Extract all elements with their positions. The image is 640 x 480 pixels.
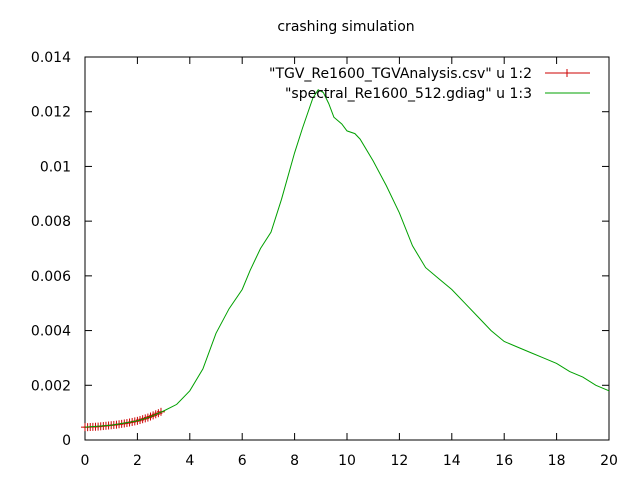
series-group [81, 89, 610, 432]
series-line-1 [84, 89, 610, 428]
y-tick-label: 0 [62, 433, 71, 449]
legend-entry-label: "spectral_Re1600_512.gdiag" u 1:3 [285, 86, 532, 102]
x-tick-label: 2 [133, 453, 142, 469]
x-tick-label: 20 [600, 453, 618, 469]
legend: "TGV_Re1600_TGVAnalysis.csv" u 1:2 "spect… [269, 66, 590, 102]
axes: 0 2 4 6 8 10 12 14 16 18 20 0 0.002 0.004 0.006 0.008 0.… [31, 50, 618, 469]
x-tick-label: 8 [290, 453, 299, 469]
plot-frame [84, 56, 610, 441]
y-tick-label: 0.006 [31, 269, 71, 285]
x-tick-label: 6 [238, 453, 247, 469]
x-tick-label: 10 [338, 453, 356, 469]
legend-entry-label: "TGV_Re1600_TGVAnalysis.csv" u 1:2 [269, 66, 532, 82]
y-tick-label: 0.002 [31, 378, 71, 394]
y-tick-label: 0.01 [40, 159, 71, 175]
y-tick-label: 0.004 [31, 324, 71, 340]
y-tick-label: 0.012 [31, 105, 71, 121]
y-tick-label: 0.014 [31, 50, 71, 66]
series-line-0 [85, 411, 162, 428]
x-tick-label: 14 [443, 453, 461, 469]
x-tick-label: 0 [81, 453, 90, 469]
x-tick-label: 12 [390, 453, 408, 469]
x-tick-label: 4 [185, 453, 194, 469]
chart-title: crashing simulation [277, 19, 414, 35]
x-tick-label: 18 [548, 453, 566, 469]
y-tick-label: 0.008 [31, 214, 71, 230]
x-tick-label: 16 [495, 453, 513, 469]
